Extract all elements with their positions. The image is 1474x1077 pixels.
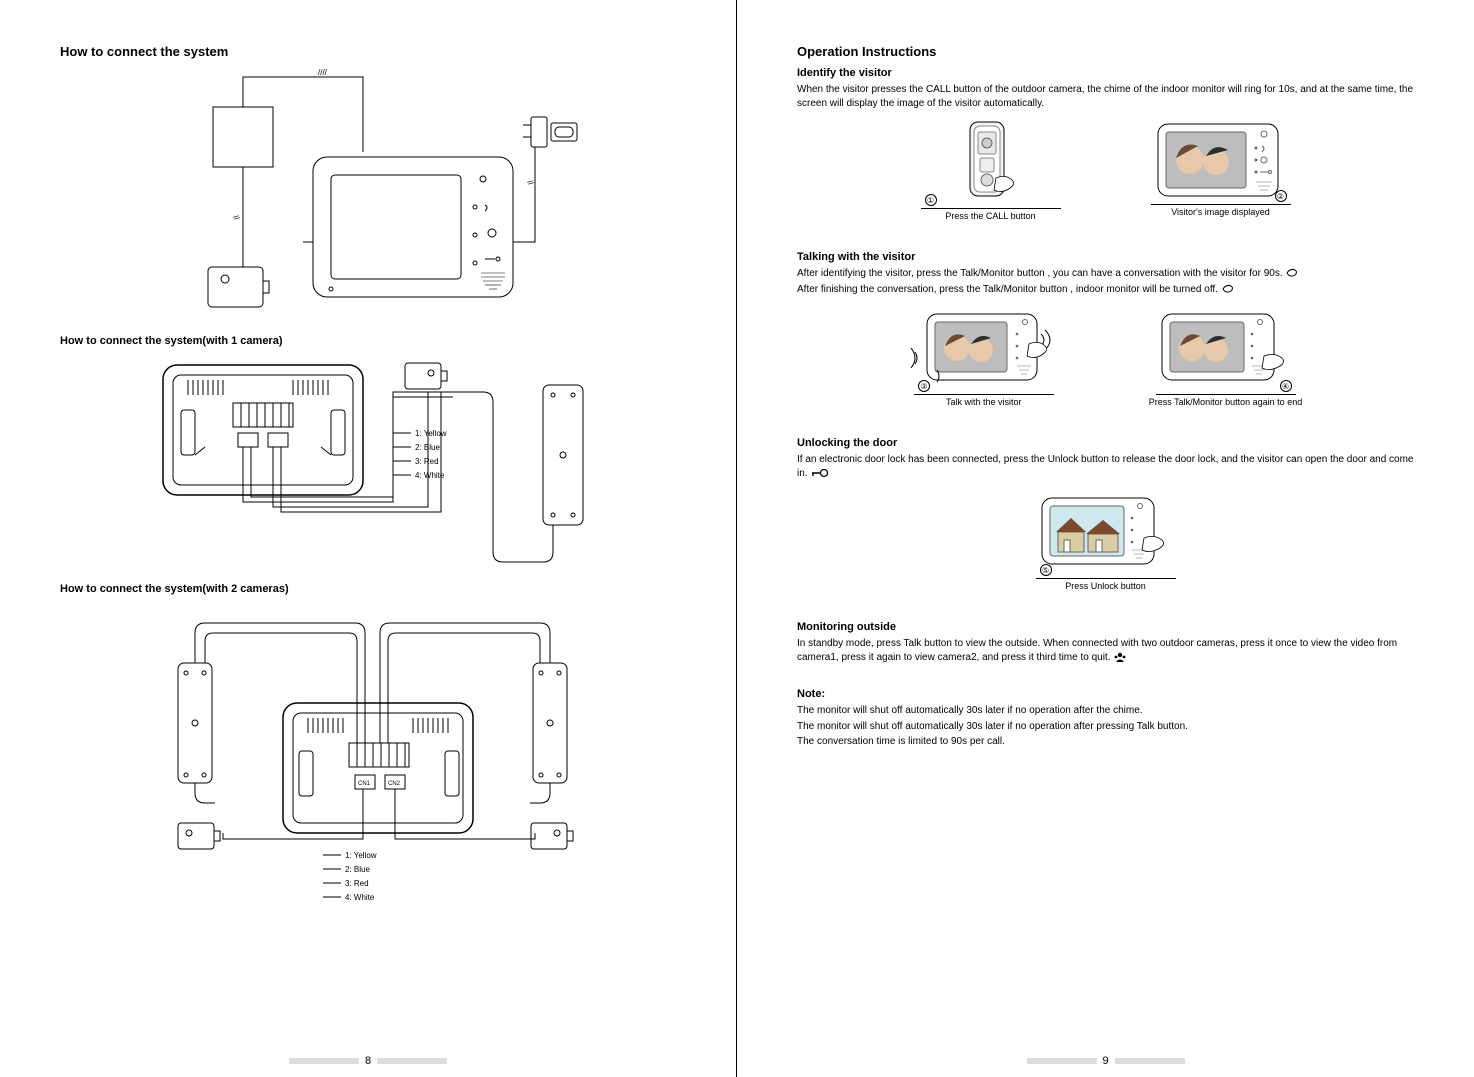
- overview-svg: //// //: [153, 67, 583, 327]
- illus-1: ① Press the CALL button: [921, 118, 1061, 221]
- d2-blue: 2: Blue: [415, 443, 440, 452]
- left-header: How to connect the system: [60, 44, 676, 59]
- page-left: How to connect the system //// //: [0, 0, 737, 1077]
- d3-white: 4: White: [345, 893, 375, 902]
- illus-row-3-4: ③ Talk with the visitor ④: [797, 304, 1414, 407]
- note-p3: The conversation time is limited to 90s …: [797, 735, 1414, 749]
- caption3: Talk with the visitor: [946, 397, 1022, 407]
- sub-talk-title: Talking with the visitor: [797, 251, 1414, 263]
- diagram-1cam: 1: Yellow 2: Blue 3: Red 4: White: [60, 355, 676, 575]
- caption2: Visitor's image displayed: [1171, 207, 1270, 217]
- illus-3: ③ Talk with the visitor: [909, 304, 1059, 407]
- note-p2: The monitor will shut off automatically …: [797, 720, 1414, 734]
- cn1: CN1: [358, 781, 371, 787]
- cn2: CN2: [388, 781, 401, 787]
- sub-talk-p2: After finishing the conversation, press …: [797, 283, 1414, 297]
- sub-talk-p1: After identifying the visitor, press the…: [797, 267, 1414, 281]
- note-p1: The monitor will shut off automatically …: [797, 704, 1414, 718]
- illus3-svg: [909, 304, 1059, 394]
- onecam-svg: 1: Yellow 2: Blue 3: Red 4: White: [133, 355, 603, 575]
- key-icon: [810, 468, 828, 478]
- sub-monitor-title: Monitoring outside: [797, 621, 1414, 633]
- page-num-9: 9: [1102, 1055, 1108, 1067]
- caption1: Press the CALL button: [945, 211, 1035, 221]
- sub-talk-p1-text: After identifying the visitor, press the…: [797, 268, 1283, 279]
- left-sub2-title: How to connect the system(with 2 cameras…: [60, 583, 676, 595]
- sub-identify-title: Identify the visitor: [797, 67, 1414, 79]
- sub-monitor-p1-text: In standby mode, press Talk button to vi…: [797, 638, 1397, 663]
- manual-spread: How to connect the system //// //: [0, 0, 1474, 1077]
- sub-unlock-p1-text: If an electronic door lock has been conn…: [797, 454, 1414, 479]
- sub-unlock-title: Unlocking the door: [797, 437, 1414, 449]
- illus5-svg: [1036, 488, 1176, 578]
- svg-text://: //: [231, 214, 241, 223]
- illus-2: ② Visitor's image displayed: [1151, 118, 1291, 221]
- svg-text://: //: [525, 179, 535, 188]
- person-icon: [1113, 651, 1127, 663]
- page-num-8: 8: [365, 1055, 371, 1067]
- d3-yellow: 1: Yellow: [345, 851, 377, 860]
- svg-text:////: ////: [318, 68, 328, 77]
- illus-5: ⑤ Press Unlock button: [1036, 488, 1176, 591]
- d2-white: 4: White: [415, 471, 445, 480]
- illus4-svg: [1156, 304, 1296, 394]
- d3-blue: 2: Blue: [345, 865, 370, 874]
- sub-monitor-p1: In standby mode, press Talk button to vi…: [797, 637, 1414, 664]
- illus1-svg: [956, 118, 1026, 208]
- right-page-number: 9: [1026, 1055, 1184, 1067]
- caption4: Press Talk/Monitor button again to end: [1149, 397, 1302, 407]
- talk-icon-2: [1221, 283, 1235, 295]
- sub-note-title: Note:: [797, 688, 1414, 700]
- diagram-overview: //// //: [60, 67, 676, 327]
- sub-identify-p1: When the visitor presses the CALL button…: [797, 83, 1414, 110]
- sub-unlock-p1: If an electronic door lock has been conn…: [797, 453, 1414, 480]
- twocam-svg: CN1 CN2: [133, 603, 603, 903]
- left-page-number: 8: [289, 1055, 447, 1067]
- illus-4: ④ Press Talk/Monitor button again to end: [1149, 304, 1302, 407]
- illus2-svg: [1156, 118, 1286, 204]
- d3-red: 3: Red: [345, 879, 369, 888]
- right-header: Operation Instructions: [797, 44, 1414, 59]
- illus-row-1-2: ① Press the CALL button: [797, 118, 1414, 221]
- caption5: Press Unlock button: [1065, 581, 1146, 591]
- d2-yellow: 1: Yellow: [415, 429, 447, 438]
- left-sub1-title: How to connect the system(with 1 camera): [60, 335, 676, 347]
- page-right: Operation Instructions Identify the visi…: [737, 0, 1474, 1077]
- illus-row-5: ⑤ Press Unlock button: [797, 488, 1414, 591]
- talk-icon: [1285, 267, 1299, 279]
- d2-red: 3: Red: [415, 457, 439, 466]
- sub-talk-p2-text: After finishing the conversation, press …: [797, 284, 1218, 295]
- diagram-2cam: CN1 CN2: [60, 603, 676, 903]
